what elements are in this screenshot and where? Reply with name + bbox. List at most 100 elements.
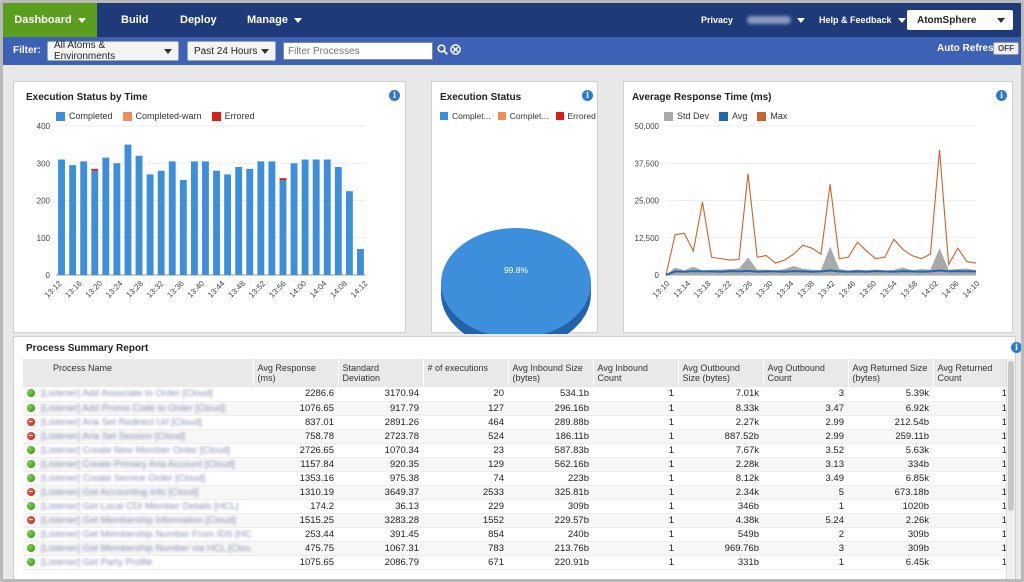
nav-help-feedback[interactable]: Help & Feedback: [819, 3, 906, 37]
bar-completed[interactable]: [345, 191, 353, 275]
bar-completed[interactable]: [323, 159, 331, 275]
process-name[interactable]: [Listener] Create Primary Aria Account […: [41, 458, 235, 470]
bar-completed[interactable]: [124, 144, 132, 275]
table-row[interactable]: [Listener] Get Membership Number From ID…: [23, 527, 1011, 542]
column-header[interactable]: Avg Inbound Size (bytes): [508, 359, 594, 387]
process-name-cell[interactable]: [Listener] Get Party Profile: [23, 555, 253, 570]
column-header[interactable]: Avg Inbound Count: [593, 359, 679, 387]
bar-completed[interactable]: [357, 248, 364, 275]
bar-completed[interactable]: [190, 161, 198, 275]
table-row[interactable]: [Listener] Aria Set Redirect Url [Cloud]…: [23, 415, 1011, 430]
process-name-cell[interactable]: [Listener] Get Membership Number via HCL…: [23, 541, 253, 556]
column-header[interactable]: Standard Deviation: [338, 359, 424, 387]
legend-item[interactable]: Errored: [555, 111, 596, 121]
info-icon[interactable]: i: [389, 90, 400, 101]
process-name[interactable]: [Listener] Get Membership Information [C…: [41, 514, 236, 526]
bar-completed[interactable]: [146, 174, 154, 275]
table-row[interactable]: [Listener] Get Party Profile 1075.65 2086.…: [23, 555, 1011, 570]
bar-completed[interactable]: [157, 170, 165, 275]
bar-completed[interactable]: [246, 168, 254, 275]
bar-errored[interactable]: [91, 168, 99, 171]
process-name[interactable]: [Listener] Get Local CDI Member Details …: [41, 500, 239, 512]
column-header[interactable]: Process Name: [23, 359, 254, 387]
legend-item[interactable]: Max: [757, 111, 787, 121]
process-name[interactable]: [Listener] Get Party Profile: [41, 556, 153, 568]
process-name[interactable]: [Listener] Get Membership Number From ID…: [41, 528, 252, 540]
series-avg[interactable]: [665, 269, 976, 276]
nav-dashboard[interactable]: Dashboard: [3, 3, 97, 37]
scrollbar-thumb[interactable]: [1008, 361, 1014, 511]
bar-completed[interactable]: [91, 170, 99, 275]
bar-completed[interactable]: [301, 159, 309, 275]
bar-completed[interactable]: [135, 155, 143, 275]
legend-item[interactable]: Completed: [56, 111, 113, 121]
column-header[interactable]: Avg Returned Count: [933, 359, 1012, 387]
table-row[interactable]: [Listener] Get Accounting Info [Cloud] 13…: [23, 485, 1011, 500]
bar-completed[interactable]: [235, 166, 243, 275]
series-std-dev[interactable]: [666, 246, 976, 275]
bar-completed[interactable]: [102, 157, 110, 275]
pie-slice-completed[interactable]: [441, 228, 591, 334]
table-row[interactable]: [Listener] Add Associate to Order [Cloud…: [23, 387, 1011, 402]
process-name-cell[interactable]: [Listener] Get Membership Number From ID…: [23, 527, 253, 542]
column-header[interactable]: Avg Outbound Size (bytes): [678, 359, 764, 387]
process-name[interactable]: [Listener] Create Service Order [Cloud]: [41, 472, 206, 484]
info-icon[interactable]: i: [582, 90, 593, 101]
process-name-cell[interactable]: [Listener] Add Associate to Order [Cloud…: [23, 387, 253, 402]
product-selector[interactable]: AtomSphere: [907, 10, 1013, 30]
user-menu[interactable]: [747, 3, 805, 37]
bar-completed[interactable]: [80, 161, 88, 275]
column-header[interactable]: # of executions: [423, 359, 509, 387]
nav-manage[interactable]: Manage: [247, 3, 302, 37]
legend-item[interactable]: Complet...: [497, 111, 549, 121]
bar-completed[interactable]: [69, 165, 77, 275]
table-row[interactable]: [Listener] Get Membership Number via HCL…: [23, 541, 1011, 556]
table-row[interactable]: [Listener] Get Local CDI Member Details …: [23, 499, 1011, 514]
bar-completed[interactable]: [213, 170, 220, 275]
process-name[interactable]: [Listener] Aria Set Redirect Url [Cloud]: [41, 416, 202, 428]
process-name-cell[interactable]: [Listener] Create Primary Aria Account […: [23, 457, 253, 472]
info-icon[interactable]: i: [1011, 342, 1021, 353]
nav-build[interactable]: Build: [121, 3, 149, 37]
auto-refresh-toggle[interactable]: OFF: [993, 42, 1019, 55]
process-name-cell[interactable]: [Listener] Get Local CDI Member Details …: [23, 499, 253, 514]
bar-completed[interactable]: [202, 161, 209, 275]
process-name-cell[interactable]: [Listener] Get Accounting Info [Cloud]: [23, 485, 253, 500]
bar-errored[interactable]: [279, 178, 287, 181]
table-row[interactable]: [Listener] Add Promo Code to Order [Clou…: [23, 401, 1011, 416]
process-name-cell[interactable]: [Listener] Create Service Order [Cloud]: [23, 471, 253, 486]
bar-completed[interactable]: [268, 161, 276, 275]
process-name[interactable]: [Listener] Aria Set Session [Cloud]: [41, 430, 186, 442]
process-name-cell[interactable]: [Listener] Get Membership Information [C…: [23, 513, 253, 528]
legend-item[interactable]: Errored: [211, 111, 255, 121]
column-header[interactable]: Avg Outbound Count: [763, 359, 849, 387]
filter-processes-input[interactable]: [283, 42, 433, 60]
table-row[interactable]: [Listener] Get Membership Information [C…: [23, 513, 1011, 528]
table-row[interactable]: [Listener] Create New Member Order [Clou…: [23, 443, 1011, 458]
bar-completed[interactable]: [312, 159, 320, 275]
process-name[interactable]: [Listener] Add Associate to Order [Cloud…: [41, 388, 213, 400]
legend-item[interactable]: Avg: [719, 111, 747, 121]
legend-item[interactable]: Std Dev: [664, 111, 709, 121]
process-name[interactable]: [Listener] Get Accounting Info [Cloud]: [41, 486, 199, 498]
table-row[interactable]: [Listener] Create Primary Aria Account […: [23, 457, 1011, 472]
bar-completed[interactable]: [290, 163, 298, 275]
table-row[interactable]: [Listener] Aria Set Session [Cloud] 758.7…: [23, 429, 1011, 444]
bar-completed[interactable]: [279, 180, 287, 275]
series-max[interactable]: [665, 149, 977, 276]
bar-completed[interactable]: [113, 163, 121, 275]
info-icon[interactable]: i: [996, 90, 1007, 101]
process-name-cell[interactable]: [Listener] Aria Set Session [Cloud]: [23, 429, 253, 444]
process-name[interactable]: [Listener] Get Membership Number via HCL…: [41, 542, 251, 554]
process-name-cell[interactable]: [Listener] Aria Set Redirect Url [Cloud]: [23, 415, 253, 430]
time-range-select[interactable]: Past 24 Hours: [187, 41, 276, 61]
bar-completed[interactable]: [58, 159, 65, 275]
table-row[interactable]: [Listener] Create Service Order [Cloud] 1…: [23, 471, 1011, 486]
process-name-cell[interactable]: [Listener] Add Promo Code to Order [Clou…: [23, 401, 253, 416]
bar-completed[interactable]: [224, 174, 232, 275]
process-name[interactable]: [Listener] Add Promo Code to Order [Clou…: [41, 402, 226, 414]
legend-item[interactable]: Complet...: [440, 111, 491, 121]
bar-completed[interactable]: [257, 161, 265, 275]
column-header[interactable]: Avg Response (ms): [253, 359, 339, 387]
bar-completed[interactable]: [334, 166, 342, 275]
